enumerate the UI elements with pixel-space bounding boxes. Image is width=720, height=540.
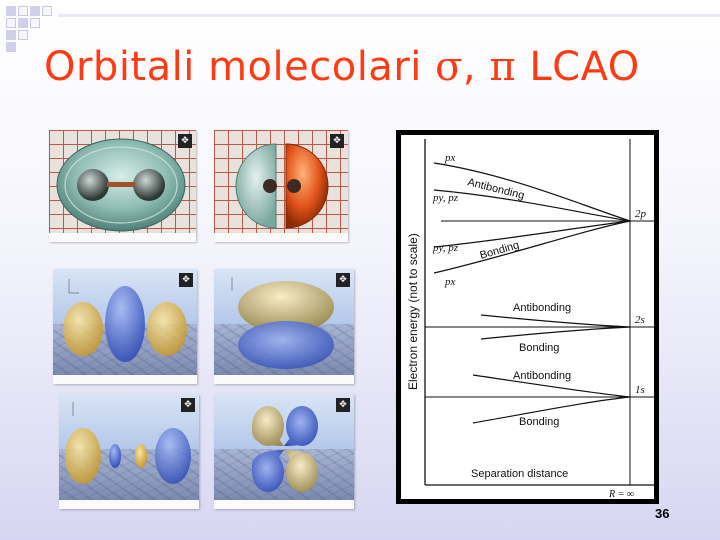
decor-square bbox=[18, 6, 28, 16]
pi-orbital-image bbox=[231, 277, 334, 369]
energy-diagram: Electron energy (not to scale) px py, pz… bbox=[401, 135, 654, 500]
decor-square bbox=[6, 30, 16, 40]
sigma-2p-orbital-image bbox=[63, 279, 187, 362]
label-antibonding-2p: Antibonding bbox=[466, 176, 525, 202]
label-pypz-lower: py, pz bbox=[432, 242, 459, 254]
decor-square bbox=[30, 6, 40, 16]
sigma-star-orbital-image bbox=[65, 402, 191, 484]
title-pi: π bbox=[489, 44, 517, 90]
panel-caption bbox=[49, 233, 196, 242]
sigma-orbital-image bbox=[56, 138, 186, 232]
panel-caption bbox=[214, 375, 354, 384]
decor-square bbox=[18, 30, 28, 40]
orbital-panel-pi: ✥ bbox=[214, 269, 354, 384]
panel-ground bbox=[214, 449, 354, 500]
decor-square bbox=[6, 18, 16, 28]
panel-caption bbox=[59, 500, 199, 509]
orbital-panel-sigma-2p: ✥ bbox=[53, 269, 197, 384]
top-rule bbox=[58, 14, 720, 17]
title-sigma: σ bbox=[435, 44, 463, 90]
label-2p: 2p bbox=[635, 208, 647, 220]
label-bonding-2s: Bonding bbox=[519, 342, 559, 354]
energy-diagram-svg: Electron energy (not to scale) px py, pz… bbox=[406, 139, 654, 500]
panel-caption bbox=[214, 500, 354, 509]
title-prefix: Orbitali molecolari bbox=[44, 44, 436, 90]
label-px-lower: px bbox=[444, 276, 456, 288]
navigation-icon: ✥ bbox=[181, 398, 195, 412]
x-axis-label: Separation distance bbox=[471, 468, 568, 480]
decor-square bbox=[42, 6, 52, 16]
orbital-panel-sigma: ✥ bbox=[49, 130, 196, 242]
orbital-panel-pi-star: ✥ bbox=[214, 394, 354, 509]
sigma-cut-orbital-image bbox=[235, 143, 329, 229]
energy-diagram-frame: Electron energy (not to scale) px py, pz… bbox=[396, 130, 659, 504]
label-bonding-2p: Bonding bbox=[479, 239, 521, 262]
decor-square bbox=[6, 6, 16, 16]
navigation-icon: ✥ bbox=[330, 134, 344, 148]
decor-square bbox=[30, 18, 40, 28]
navigation-icon: ✥ bbox=[336, 398, 350, 412]
navigation-icon: ✥ bbox=[336, 273, 350, 287]
label-px-upper: px bbox=[444, 152, 456, 164]
slide-title: Orbitali molecolari σ, π LCAO bbox=[44, 44, 640, 90]
pi-star-orbital-image bbox=[251, 406, 318, 492]
navigation-icon: ✥ bbox=[179, 273, 193, 287]
panel-caption bbox=[214, 233, 348, 242]
orbital-panel-sigma-cut: ✥ bbox=[214, 130, 348, 242]
r-infinity-label: R = ∞ bbox=[608, 489, 634, 499]
navigation-icon: ✥ bbox=[178, 134, 192, 148]
label-antibonding-2s: Antibonding bbox=[513, 302, 571, 314]
label-2s: 2s bbox=[635, 314, 645, 326]
decor-square bbox=[6, 42, 16, 52]
label-bonding-1s: Bonding bbox=[519, 416, 559, 428]
orbital-panel-sigma-star: ✥ bbox=[59, 394, 199, 509]
title-separator: , bbox=[462, 44, 490, 90]
decor-square bbox=[18, 18, 28, 28]
label-1s: 1s bbox=[635, 384, 645, 396]
panel-caption bbox=[53, 375, 197, 384]
y-axis-label: Electron energy (not to scale) bbox=[406, 233, 420, 390]
label-antibonding-1s: Antibonding bbox=[513, 370, 571, 382]
page-number: 36 bbox=[655, 506, 670, 521]
title-suffix: LCAO bbox=[516, 44, 640, 90]
label-pypz-upper: py, pz bbox=[432, 192, 459, 204]
